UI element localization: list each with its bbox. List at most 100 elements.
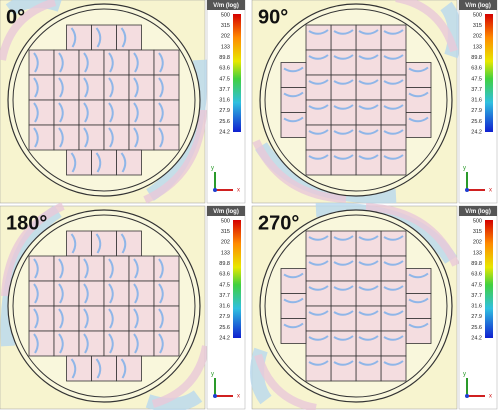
- cell: [331, 150, 356, 175]
- cell: [67, 356, 92, 381]
- cell: [129, 100, 154, 125]
- cell: [381, 356, 406, 381]
- axis-x-label: x: [489, 188, 492, 194]
- cell: [79, 331, 104, 356]
- colorbar-tick-label: 89.8: [219, 55, 230, 61]
- cell: [306, 331, 331, 356]
- cell: [54, 100, 79, 125]
- cell: [331, 306, 356, 331]
- cell: [29, 100, 54, 125]
- colorbar-tick-label: 31.6: [219, 98, 230, 104]
- cell: [129, 50, 154, 75]
- cell: [281, 294, 306, 319]
- cell: [281, 319, 306, 344]
- panel: 90°V/m (log)50031520213389.863.647.537.7…: [252, 0, 497, 203]
- cell: [356, 256, 381, 281]
- cell: [154, 50, 179, 75]
- cell: [406, 113, 431, 138]
- colorbar-tick-label: 47.5: [471, 76, 482, 82]
- cell: [54, 281, 79, 306]
- cell: [104, 306, 129, 331]
- cell: [406, 269, 431, 294]
- cell: [331, 125, 356, 150]
- colorbar-tick-label: 31.6: [219, 304, 230, 310]
- cell: [79, 75, 104, 100]
- cell: [79, 125, 104, 150]
- cell: [406, 88, 431, 113]
- cell: [381, 306, 406, 331]
- colorbar-tick-label: 47.5: [219, 282, 230, 288]
- cell: [406, 319, 431, 344]
- panel: 180°V/m (log)50031520213389.863.647.537.…: [0, 206, 245, 409]
- cell: [331, 231, 356, 256]
- cell: [381, 281, 406, 306]
- colorbar-tick-label: 27.9: [219, 314, 230, 320]
- axis-x-label: x: [489, 394, 492, 400]
- colorbar-tick-label: 25.6: [219, 325, 230, 331]
- cell: [381, 125, 406, 150]
- colorbar-tick-label: 89.8: [219, 261, 230, 267]
- axis-y-label: y: [211, 372, 214, 378]
- cell: [331, 256, 356, 281]
- colorbar-tick-label: 500: [221, 218, 230, 224]
- panel-label: 90°: [258, 6, 288, 28]
- panel-label: 270°: [258, 212, 299, 234]
- cell: [306, 356, 331, 381]
- panel: 0°V/m (log)50031520213389.863.647.537.73…: [0, 0, 245, 203]
- cell: [54, 125, 79, 150]
- colorbar-tick-label: 27.9: [471, 108, 482, 114]
- colorbar-tick-label: 133: [221, 250, 230, 256]
- cell: [306, 281, 331, 306]
- panel: 270°V/m (log)50031520213389.863.647.537.…: [252, 206, 497, 409]
- colorbar-tick-label: 315: [221, 23, 230, 29]
- axis-x-label: x: [237, 394, 240, 400]
- colorbar-tick-label: 24.2: [219, 129, 230, 135]
- colorbar-tick-label: 133: [221, 44, 230, 50]
- colorbar-tick-label: 202: [473, 34, 482, 40]
- cell: [79, 256, 104, 281]
- colorbar-tick-label: 25.6: [471, 119, 482, 125]
- cell: [331, 331, 356, 356]
- cell: [129, 331, 154, 356]
- cell: [154, 100, 179, 125]
- colorbar-tick-label: 37.7: [471, 87, 482, 93]
- cell: [129, 306, 154, 331]
- cell: [92, 150, 117, 175]
- cell: [92, 231, 117, 256]
- cell: [104, 281, 129, 306]
- cell: [356, 25, 381, 50]
- cell: [356, 125, 381, 150]
- cell: [29, 306, 54, 331]
- cell: [154, 75, 179, 100]
- colorbar-title: V/m (log): [465, 209, 491, 215]
- colorbar-tick-label: 31.6: [471, 304, 482, 310]
- cell: [356, 306, 381, 331]
- cell: [306, 25, 331, 50]
- colorbar-tick-label: 63.6: [471, 272, 482, 278]
- cell: [381, 25, 406, 50]
- cell: [406, 294, 431, 319]
- cell: [129, 75, 154, 100]
- cell: [54, 50, 79, 75]
- colorbar-tick-label: 63.6: [219, 66, 230, 72]
- axis-x-label: x: [237, 188, 240, 194]
- cell: [129, 256, 154, 281]
- colorbar-tick-label: 202: [473, 240, 482, 246]
- cell: [306, 231, 331, 256]
- colorbar: V/m (log)50031520213389.863.647.537.731.…: [207, 206, 245, 409]
- cell: [381, 100, 406, 125]
- cell: [67, 231, 92, 256]
- axis-z: [465, 394, 469, 398]
- colorbar-tick-label: 63.6: [471, 66, 482, 72]
- colorbar-tick-label: 202: [221, 34, 230, 40]
- cell: [306, 256, 331, 281]
- axis-y-label: y: [463, 166, 466, 172]
- cell: [104, 331, 129, 356]
- cell: [356, 50, 381, 75]
- cell: [381, 150, 406, 175]
- cell: [29, 281, 54, 306]
- cell: [306, 75, 331, 100]
- colorbar-gradient: [485, 220, 493, 338]
- colorbar-gradient: [485, 14, 493, 132]
- colorbar-tick-label: 47.5: [219, 76, 230, 82]
